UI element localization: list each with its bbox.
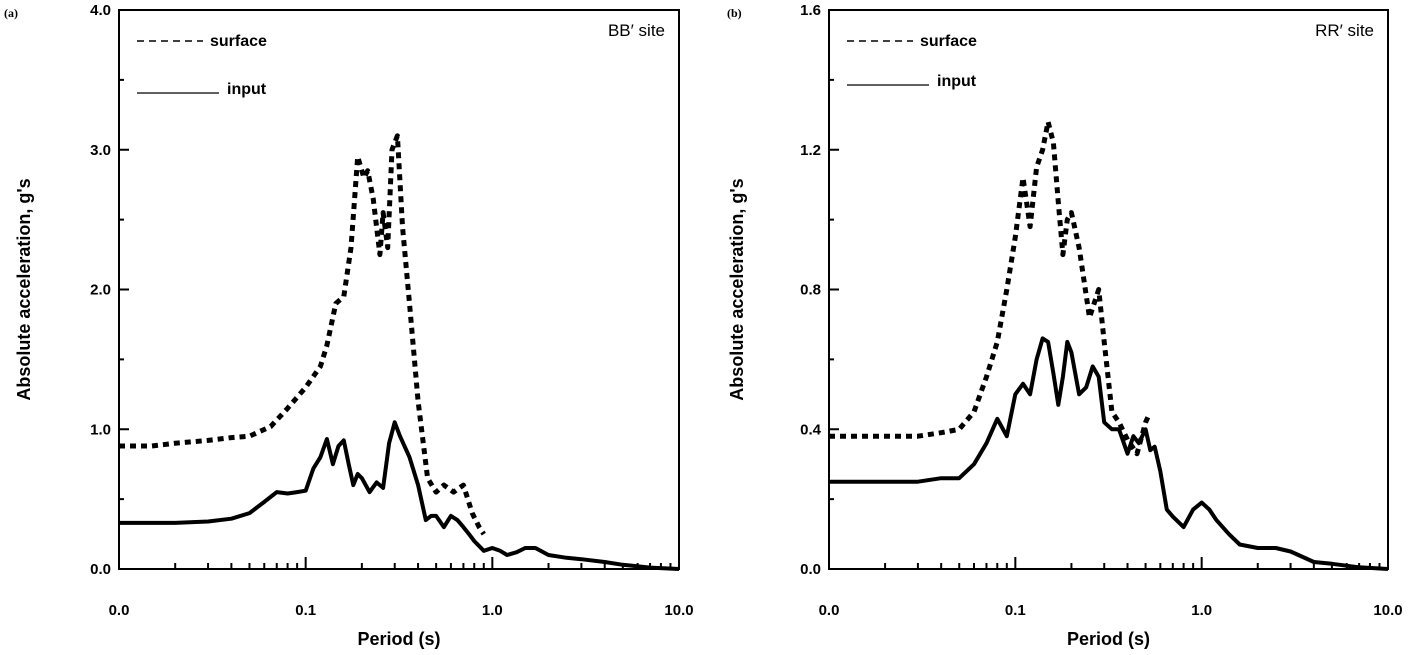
y-tick-label: 0.4: [800, 421, 822, 438]
y-tick-label: 2.0: [90, 282, 111, 299]
x-axis-title: Period (s): [357, 629, 440, 649]
y-tick-label: 3.0: [90, 142, 111, 159]
panel-tag: (a): [4, 6, 18, 20]
chart-panel-b: 0.0 0.1 1.0 10.0 0.0 0.4 0.8 1.2 1.6 Period (s) Ab…: [727, 2, 1403, 649]
plot-frame: [118, 9, 680, 570]
y-tick-label: 0.8: [800, 282, 821, 299]
x-tick-label: 0.1: [295, 602, 316, 619]
legend-input-label: input: [937, 73, 977, 90]
chart-panel-a: 0.0 0.1 1.0 10.0 0.0 1.0 2.0 3.0 4.0 Period (s) Ab…: [4, 2, 694, 649]
legend-input-label: input: [227, 81, 267, 98]
x-tick-label: 10.0: [664, 602, 693, 619]
x-tick-label: 0.0: [819, 602, 840, 619]
legend-surface-label: surface: [210, 33, 267, 50]
plot-frame: [828, 9, 1389, 570]
x-tick-label: 0.0: [109, 602, 130, 619]
x-axis-title: Period (s): [1067, 629, 1150, 649]
panel-tag: (b): [727, 6, 742, 20]
site-label: BB′ site: [608, 21, 665, 40]
series-surface-line: [119, 133, 486, 536]
legend-surface-label: surface: [920, 33, 977, 50]
y-axis-title: Absolute acceleration, g's: [14, 178, 34, 400]
x-tick-label: 1.0: [1191, 602, 1212, 619]
x-tick-label: 1.0: [482, 602, 503, 619]
y-tick-label: 0.0: [90, 561, 111, 578]
y-tick-label: 1.2: [800, 142, 821, 159]
y-tick-label: 4.0: [90, 2, 111, 19]
x-tick-label: 10.0: [1373, 602, 1402, 619]
y-tick-label: 1.6: [800, 2, 821, 19]
series-input-line: [119, 420, 680, 571]
y-tick-label: 0.0: [800, 561, 821, 578]
site-label: RR′ site: [1315, 21, 1374, 40]
y-tick-label: 1.0: [90, 421, 111, 438]
series-input-line: [829, 336, 1389, 571]
x-tick-label: 0.1: [1005, 602, 1026, 619]
y-axis-title: Absolute acceleration, g's: [727, 178, 747, 400]
